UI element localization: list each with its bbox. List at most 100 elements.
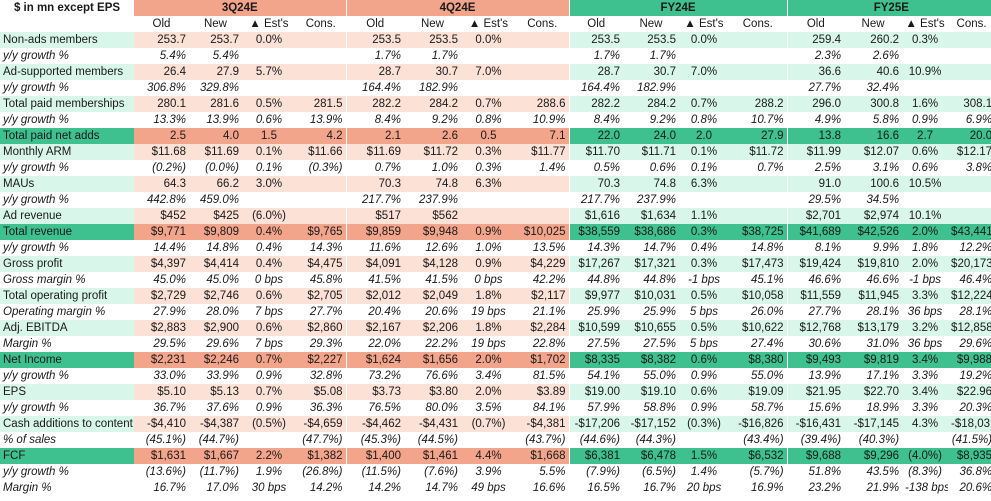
table-cell: 0.4% xyxy=(242,224,296,240)
table-cell: $1,461 xyxy=(404,448,461,464)
table-cell: (0.3%) xyxy=(679,416,729,432)
table-cell: 66.2 xyxy=(189,176,242,192)
table-row: Ad revenue $452 $425 (6.0%) $517 $562 $1,616 $1… xyxy=(0,208,991,224)
table-cell: $12.17 xyxy=(948,144,991,160)
table-row: y/y growth % 36.7% 37.6% 0.9% 36.3% 76.5% 80.0… xyxy=(0,400,991,416)
table-cell: $2,746 xyxy=(189,288,242,304)
table-cell: 12.2% xyxy=(948,240,991,256)
table-cell: 43.5% xyxy=(844,464,903,480)
table-cell: 3.9% xyxy=(461,464,516,480)
table-cell xyxy=(516,176,569,192)
table-row: y/y growth % (0.2%) (0.0%) 0.1% (0.3%) 0.7% 1.… xyxy=(0,160,991,176)
table-cell: 9.2% xyxy=(623,112,679,128)
table-cell: $10,058 xyxy=(729,288,788,304)
table-cell: 0.6% xyxy=(242,112,296,128)
table-cell: $19,810 xyxy=(844,256,903,272)
table-cell: 18.9% xyxy=(844,400,903,416)
table-row: Total revenue $9,771 $9,809 0.4% $9,765 $9,85… xyxy=(0,224,991,240)
table-cell: 1.7% xyxy=(345,48,404,64)
table-cell: 29.5% xyxy=(134,336,189,352)
row-label: y/y growth % xyxy=(0,464,134,480)
table-cell xyxy=(516,208,569,224)
table-cell: 45.0% xyxy=(134,272,189,288)
table-cell: 14.8% xyxy=(729,240,788,256)
column-header: New xyxy=(404,16,461,32)
group-header-fy24e: FY24E xyxy=(568,0,788,16)
table-cell: 288.2 xyxy=(729,96,788,112)
table-cell: 28.1% xyxy=(948,304,991,320)
table-cell: -$16,826 xyxy=(729,416,788,432)
row-label: Total paid memberships xyxy=(0,96,134,112)
table-cell: 0.1% xyxy=(679,144,729,160)
table-cell: 3.3% xyxy=(902,288,949,304)
table-cell: 91.0 xyxy=(786,176,845,192)
table-cell: $10,655 xyxy=(623,320,679,336)
table-cell: 3.4% xyxy=(902,352,949,368)
row-label: y/y growth % xyxy=(0,400,134,416)
table-cell: 28.0% xyxy=(189,304,242,320)
column-header: New xyxy=(189,16,242,32)
table-cell: 29.6% xyxy=(948,336,991,352)
table-cell: 284.2 xyxy=(623,96,679,112)
table-cell: 16.6% xyxy=(516,480,569,496)
column-header: ▲ Est's xyxy=(461,16,516,32)
row-label: Net Income xyxy=(0,352,134,368)
table-cell: 1.0% xyxy=(404,160,461,176)
table-cell: 4.0 xyxy=(189,128,242,144)
table-cell: 0.9% xyxy=(679,400,729,416)
table-cell: 0.9% xyxy=(242,368,296,384)
table-cell: 58.7% xyxy=(729,400,788,416)
table-cell xyxy=(679,432,729,448)
table-cell: 5.5% xyxy=(516,464,569,480)
table-cell: $17,473 xyxy=(729,256,788,272)
table-cell: -$16,431 xyxy=(786,416,845,432)
table-cell: 44.8% xyxy=(623,272,679,288)
table-cell: 6.3% xyxy=(461,176,516,192)
table-cell: $2,227 xyxy=(296,352,346,368)
table-cell: 9.9% xyxy=(844,240,903,256)
table-row: Total paid net adds 2.5 4.0 1.5 4.2 2.1 2.6 0.5… xyxy=(0,128,991,144)
table-cell: (6.5%) xyxy=(623,464,679,480)
table-cell: 76.5% xyxy=(345,400,404,416)
table-cell: 37.6% xyxy=(189,400,242,416)
table-cell: $4,229 xyxy=(516,256,569,272)
table-cell: -$4,431 xyxy=(404,416,461,432)
table-cell: -$4,659 xyxy=(296,416,346,432)
table-cell: 7 bps xyxy=(242,304,296,320)
table-cell: $19.00 xyxy=(568,384,623,400)
table-cell: 0.3% xyxy=(461,144,516,160)
table-cell: $42,526 xyxy=(844,224,903,240)
table-cell: $2,729 xyxy=(134,288,189,304)
table-cell xyxy=(729,208,788,224)
table-cell: -$17,152 xyxy=(623,416,679,432)
column-header: Old xyxy=(134,16,189,32)
table-cell: 182.9% xyxy=(623,80,679,96)
table-cell: 27.9 xyxy=(729,128,788,144)
table-cell: 0.3% xyxy=(679,224,729,240)
table-cell xyxy=(461,192,516,208)
table-cell: 15.6% xyxy=(786,400,845,416)
column-header: ▲ Est's xyxy=(902,16,949,32)
table-cell: 36.6 xyxy=(786,64,845,80)
table-cell xyxy=(948,32,991,48)
table-cell: 3.4% xyxy=(902,384,949,400)
table-cell: $2,705 xyxy=(296,288,346,304)
table-cell xyxy=(902,192,949,208)
table-cell: 21.1% xyxy=(516,304,569,320)
table-cell: 2.0% xyxy=(902,256,949,272)
table-cell: 0.5% xyxy=(242,96,296,112)
table-cell: 14.2% xyxy=(296,480,346,496)
table-cell: 2.1 xyxy=(345,128,404,144)
table-cell: 100.6 xyxy=(844,176,903,192)
table-row: y/y growth % 13.3% 13.9% 0.6% 13.9% 8.4% 9.2% 0… xyxy=(0,112,991,128)
table-cell: 33.0% xyxy=(134,368,189,384)
table-cell: 308.1 xyxy=(948,96,991,112)
table-cell xyxy=(242,80,296,96)
table-cell: 164.4% xyxy=(345,80,404,96)
table-cell: 217.7% xyxy=(568,192,623,208)
table-cell: -138 bps xyxy=(902,480,949,496)
table-cell: 13.9% xyxy=(296,112,346,128)
table-cell: 3.8% xyxy=(948,160,991,176)
table-cell: $8,935 xyxy=(948,448,991,464)
table-cell: 27.5% xyxy=(568,336,623,352)
